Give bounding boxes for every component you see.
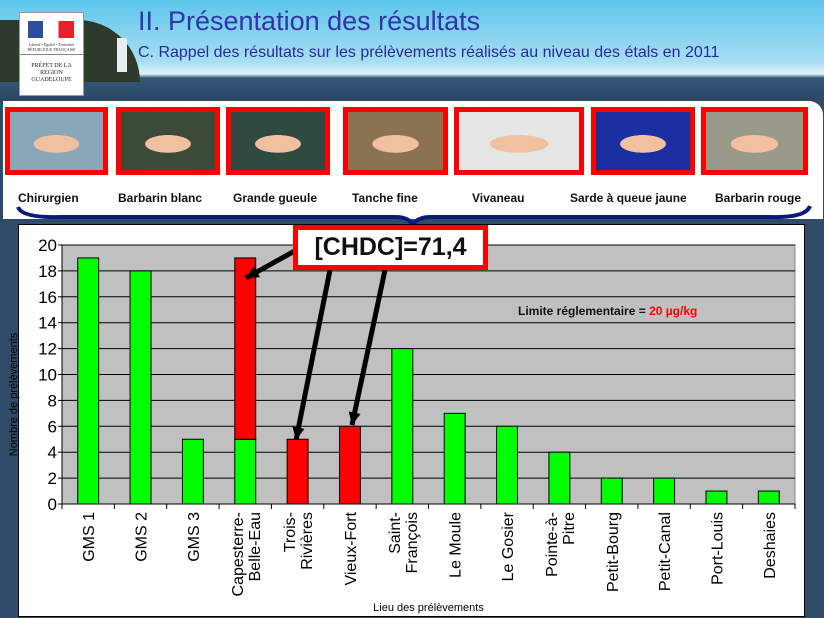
fish-label: Tanche fine [352, 191, 418, 205]
x-tick-label: GMS 1 [81, 512, 98, 562]
x-tick-label: GMS 2 [134, 512, 151, 562]
bar [391, 348, 414, 505]
bar [77, 257, 100, 505]
marianne-flag-icon [28, 21, 74, 38]
logo-republique-text: Liberté • Égalité • Fraternité RÉPUBLIQU… [27, 42, 76, 52]
y-tick-label: 8 [48, 391, 57, 410]
bar [286, 438, 309, 505]
fish-label: Barbarin blanc [118, 191, 203, 205]
bar [600, 477, 623, 505]
page-title: II. Présentation des résultats [138, 6, 481, 36]
y-tick-label: 16 [38, 288, 57, 307]
x-tick-label: Pointe-à- [544, 512, 561, 577]
x-tick-label: Rivières [299, 512, 316, 570]
logo-prefet-text: PRÉFET DE LA RÉGION GUADELOUPE [31, 63, 72, 83]
bar [548, 451, 571, 505]
bar [129, 270, 152, 505]
y-tick-label: 2 [48, 469, 57, 488]
annotation-label: Limite réglementaire = [518, 304, 649, 318]
x-tick-label: Le Moule [448, 512, 465, 578]
x-tick-label: Port-Louis [709, 512, 726, 585]
bar [705, 490, 728, 505]
bar [181, 438, 204, 505]
prefecture-logo: Liberté • Égalité • Fraternité RÉPUBLIQU… [19, 12, 84, 96]
lighthouse [117, 38, 127, 72]
x-tick-label: Le Gosier [500, 511, 517, 581]
bar [757, 490, 780, 505]
fish-label: Vivaneau [472, 191, 525, 205]
x-tick-label: Petit-Bourg [605, 512, 622, 592]
arrow-head-icon [292, 426, 305, 440]
fish-photo [454, 107, 584, 175]
x-tick-label: Deshaies [762, 512, 779, 579]
x-tick-label: Saint- [387, 512, 404, 554]
bar [653, 477, 676, 505]
header-banner: Liberté • Égalité • Fraternité RÉPUBLIQU… [0, 0, 824, 100]
bar [496, 425, 519, 505]
y-tick-label: 0 [48, 495, 57, 514]
y-tick-label: 18 [38, 262, 57, 281]
x-tick-label: Vieux-Fort [343, 511, 360, 585]
bar [338, 425, 361, 505]
y-axis-title: Nombre de prélèvements [8, 332, 20, 456]
chdc-callout: [CHDC]=71,4 [293, 225, 488, 270]
x-tick-label: Capesterre- [230, 512, 247, 596]
x-tick-label: François [404, 512, 421, 573]
annotation-value: 20 µg/kg [649, 304, 697, 318]
x-tick-label: Petit-Canal [657, 512, 674, 591]
fish-photo [343, 107, 448, 175]
fish-label: Grande gueule [233, 191, 318, 205]
x-axis-title: Lieu des prélèvements [373, 602, 484, 614]
fish-label: Barbarin rouge [715, 191, 802, 205]
bar [443, 412, 466, 505]
x-tick-label: Trois- [282, 512, 299, 552]
bar [234, 438, 257, 505]
page-subtitle: C. Rappel des résultats sur les prélèvem… [138, 44, 720, 61]
fish-photo [701, 107, 808, 175]
fish-photo [591, 107, 695, 175]
x-tick-label: GMS 3 [186, 512, 203, 562]
arrow-line [293, 269, 333, 441]
y-tick-label: 10 [38, 366, 57, 385]
y-tick-label: 4 [48, 443, 57, 462]
fish-photo [116, 107, 220, 175]
y-tick-label: 14 [38, 314, 57, 333]
fish-label: Sarde à queue jaune [570, 191, 687, 205]
y-tick-label: 12 [38, 340, 57, 359]
limit-annotation: Limite réglementaire = 20 µg/kg [518, 304, 697, 318]
arrow-head-icon [348, 411, 361, 425]
fish-photo [226, 107, 330, 175]
x-tick-label: Pitre [561, 512, 578, 545]
arrow-head-icon [246, 266, 260, 278]
fish-photo [5, 107, 108, 175]
y-tick-label: 6 [48, 417, 57, 436]
fish-label: Chirurgien [18, 191, 79, 205]
y-tick-label: 20 [38, 236, 57, 255]
bar [234, 257, 257, 440]
arrow-line [349, 269, 388, 426]
x-tick-label: Belle-Eau [247, 512, 264, 581]
